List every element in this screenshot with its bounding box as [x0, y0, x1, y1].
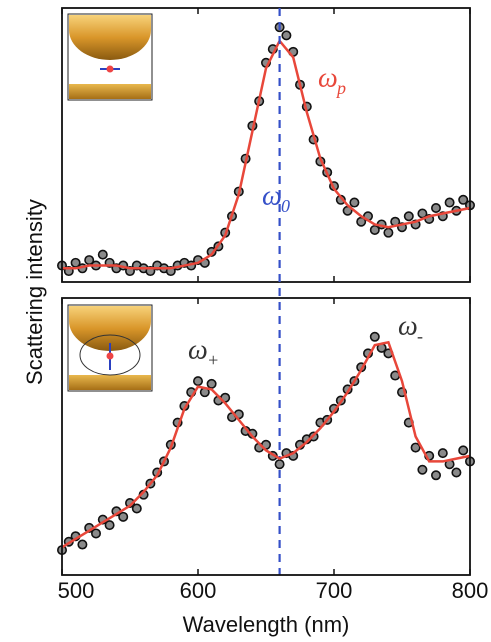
- x-axis-label: Wavelength (nm): [183, 612, 350, 637]
- inset-top: [67, 13, 153, 101]
- data-point: [118, 511, 129, 522]
- x-tick-label: 700: [316, 578, 353, 603]
- annotation-sub: -: [417, 326, 423, 346]
- annotation: ω: [188, 334, 208, 365]
- data-point: [77, 539, 88, 550]
- x-tick-label: 500: [58, 578, 95, 603]
- data-point: [84, 255, 95, 266]
- data-point: [193, 376, 204, 387]
- data-point: [369, 224, 380, 235]
- data-point: [349, 197, 360, 208]
- annotation: ω: [398, 310, 418, 341]
- x-tick-label: 800: [452, 578, 489, 603]
- data-point: [458, 445, 469, 456]
- data-point: [383, 227, 394, 238]
- data-point: [430, 470, 441, 481]
- fit-line: [62, 38, 471, 270]
- x-tick-label: 600: [180, 578, 217, 603]
- annotation-sub: +: [207, 350, 219, 370]
- data-point: [104, 520, 115, 531]
- data-point: [437, 448, 448, 459]
- data-point: [430, 203, 441, 214]
- data-point: [451, 467, 462, 478]
- annotation: ω: [262, 180, 282, 211]
- data-point: [70, 257, 81, 268]
- data-point: [91, 528, 102, 539]
- data-point: [410, 442, 421, 453]
- fit-line: [61, 340, 471, 549]
- data-point: [274, 459, 285, 470]
- data-point: [206, 378, 217, 389]
- data-point: [403, 211, 414, 222]
- annotation: ω: [318, 62, 338, 93]
- plot-frame: [61, 7, 471, 283]
- plot-frame: [61, 297, 471, 576]
- data-point: [417, 464, 428, 475]
- data-point: [444, 197, 455, 208]
- inset-bottom: [67, 304, 153, 392]
- data-point: [281, 30, 292, 41]
- annotation-sub: p: [335, 78, 346, 98]
- data-point: [97, 249, 108, 260]
- data-point: [458, 194, 469, 205]
- data-point: [131, 503, 142, 514]
- y-axis-label: Scattering intensity: [22, 199, 47, 385]
- annotation-sub: 0: [281, 196, 290, 216]
- data-point: [369, 331, 380, 342]
